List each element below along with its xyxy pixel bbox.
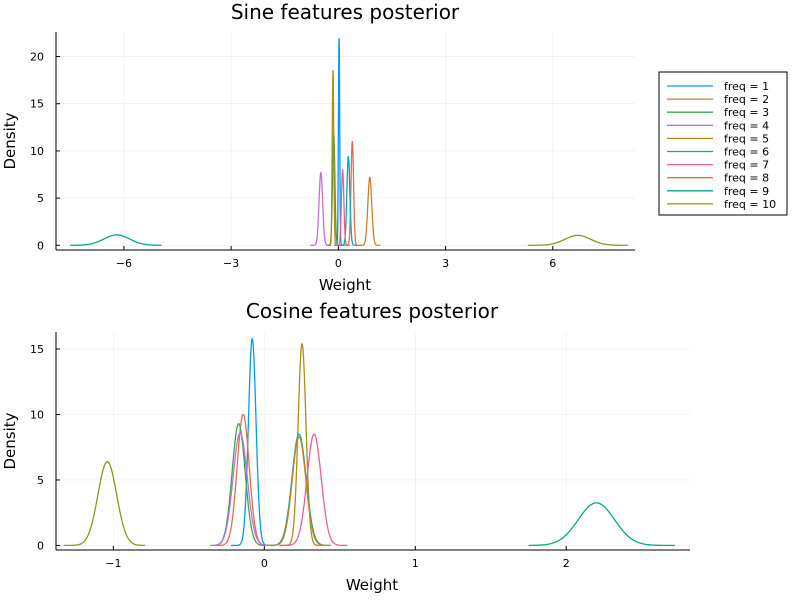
sine-x-tick-label: −6 [116, 257, 132, 270]
sine-y-tick-label: 5 [37, 192, 44, 205]
cosine-curve-freq-8 [267, 436, 331, 547]
legend-label-freq-6: freq = 6 [724, 146, 769, 159]
cosine-curve-freq-4 [209, 432, 271, 547]
cosine-y-tick-label: 15 [30, 343, 44, 356]
cosine-x-tick-label: 2 [563, 557, 570, 570]
sine-x-tick-label: 0 [335, 257, 342, 270]
sine-y-tick-label: 15 [30, 98, 44, 111]
cosine-grid [56, 332, 690, 550]
cosine-panel-title: Cosine features posterior [246, 299, 499, 323]
legend-label-freq-10: freq = 10 [724, 198, 776, 211]
sine-curve-freq-10 [527, 234, 628, 246]
cosine-x-label: Weight [346, 576, 398, 594]
sine-y-label: Density [1, 112, 19, 169]
sine-panel: Sine features posterior −6 −3 0 3 605101520 … [1, 0, 635, 294]
legend-label-freq-5: freq = 5 [724, 132, 769, 145]
sine-curve-freq-6 [339, 155, 358, 246]
legend-label-freq-1: freq = 1 [724, 80, 769, 93]
sine-curve-freq-8 [358, 176, 382, 246]
sine-x-tick-label: −3 [223, 257, 239, 270]
cosine-x-tick-label: 1 [412, 557, 419, 570]
legend-label-freq-7: freq = 7 [724, 159, 769, 172]
sine-ticks: −6 −3 0 3 6 0 5 10 15 20 [30, 51, 556, 270]
legend-label-freq-9: freq = 9 [724, 185, 769, 198]
sine-y-tick-label: 20 [30, 51, 44, 64]
cosine-ticks: −1 0 1 2 0 5 10 15 [30, 343, 570, 570]
legend-label-freq-8: freq = 8 [724, 172, 769, 185]
cosine-curves [63, 337, 675, 547]
cosine-x-tick-label: −1 [105, 557, 121, 570]
sine-x-tick-label: 3 [442, 257, 449, 270]
sine-curve-freq-9 [70, 234, 162, 246]
cosine-y-tick-label: 5 [37, 474, 44, 487]
cosine-x-tick-label: 0 [261, 557, 268, 570]
cosine-y-label: Density [1, 412, 19, 469]
cosine-y-tick-label: 10 [30, 408, 44, 421]
cosine-curve-freq-7 [279, 433, 348, 547]
cosine-curve-freq-9 [528, 502, 675, 547]
cosine-panel: Cosine features posterior −1 0 1 2 0 5 10 15 We… [1, 299, 690, 594]
cosine-y-tick-label: 0 [37, 539, 44, 552]
sine-curve-freq-7 [334, 169, 351, 246]
sine-x-label: Weight [319, 276, 371, 294]
sine-y-tick-label: 10 [30, 145, 44, 158]
sine-panel-title: Sine features posterior [231, 0, 460, 24]
sine-y-tick-label: 0 [37, 239, 44, 252]
legend-label-freq-2: freq = 2 [724, 93, 769, 106]
legend-label-freq-4: freq = 4 [724, 119, 769, 132]
sine-x-tick-label: 6 [549, 257, 556, 270]
sine-curves [70, 37, 628, 246]
cosine-curve-freq-10 [63, 461, 146, 547]
legend-label-freq-3: freq = 3 [724, 106, 769, 119]
